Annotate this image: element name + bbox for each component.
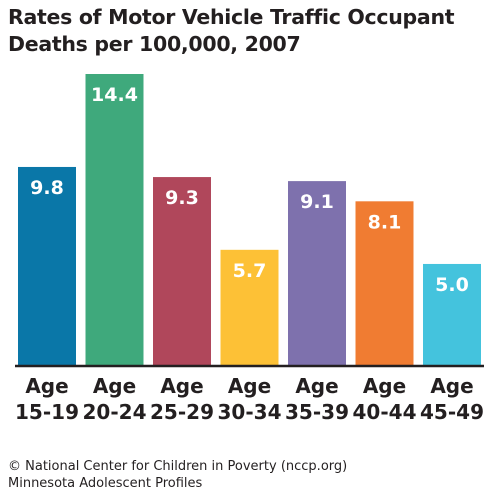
category-label-5-line-0: Age bbox=[363, 374, 406, 398]
category-label-0-line-0: Age bbox=[25, 374, 68, 398]
bar-4 bbox=[288, 181, 346, 365]
copyright-note: © National Center for Children in Povert… bbox=[8, 459, 348, 474]
bar-value-label-2: 9.3 bbox=[165, 187, 199, 209]
bar-value-label-3: 5.7 bbox=[233, 260, 267, 282]
category-label-2-line-1: 25-29 bbox=[150, 400, 214, 424]
bar-2 bbox=[153, 177, 211, 365]
category-label-1-line-1: 20-24 bbox=[83, 400, 147, 424]
category-label-2-line-0: Age bbox=[160, 374, 203, 398]
chart-footer: © National Center for Children in Povert… bbox=[8, 458, 347, 492]
bar-0 bbox=[18, 166, 76, 365]
bar-6 bbox=[423, 263, 481, 365]
bar-5 bbox=[355, 201, 414, 365]
source-note: Minnesota Adolescent Profiles bbox=[8, 476, 203, 491]
category-label-5-line-1: 40-44 bbox=[353, 400, 417, 424]
bar-value-label-6: 5.0 bbox=[435, 274, 469, 296]
chart-title-line-2: Deaths per 100,000, 2007 bbox=[8, 32, 301, 56]
chart-title: Rates of Motor Vehicle Traffic Occupant … bbox=[8, 4, 490, 58]
category-label-3-line-1: 30-34 bbox=[218, 400, 282, 424]
bar-value-label-1: 14.4 bbox=[91, 84, 138, 106]
bar-value-label-0: 9.8 bbox=[30, 177, 64, 199]
category-label-4-line-0: Age bbox=[295, 374, 338, 398]
category-label-1-line-0: Age bbox=[93, 374, 136, 398]
bar-3 bbox=[220, 249, 279, 365]
bar-value-label-5: 8.1 bbox=[368, 211, 402, 233]
category-label-4-line-1: 35-39 bbox=[285, 400, 349, 424]
category-label-3-line-0: Age bbox=[228, 374, 271, 398]
category-label-6-line-0: Age bbox=[430, 374, 473, 398]
category-label-0-line-1: 15-19 bbox=[15, 400, 79, 424]
category-label-6-line-1: 45-49 bbox=[420, 400, 484, 424]
bar-value-label-4: 9.1 bbox=[300, 191, 334, 213]
bar-1 bbox=[85, 74, 144, 365]
chart-title-line-1: Rates of Motor Vehicle Traffic Occupant bbox=[8, 5, 455, 29]
